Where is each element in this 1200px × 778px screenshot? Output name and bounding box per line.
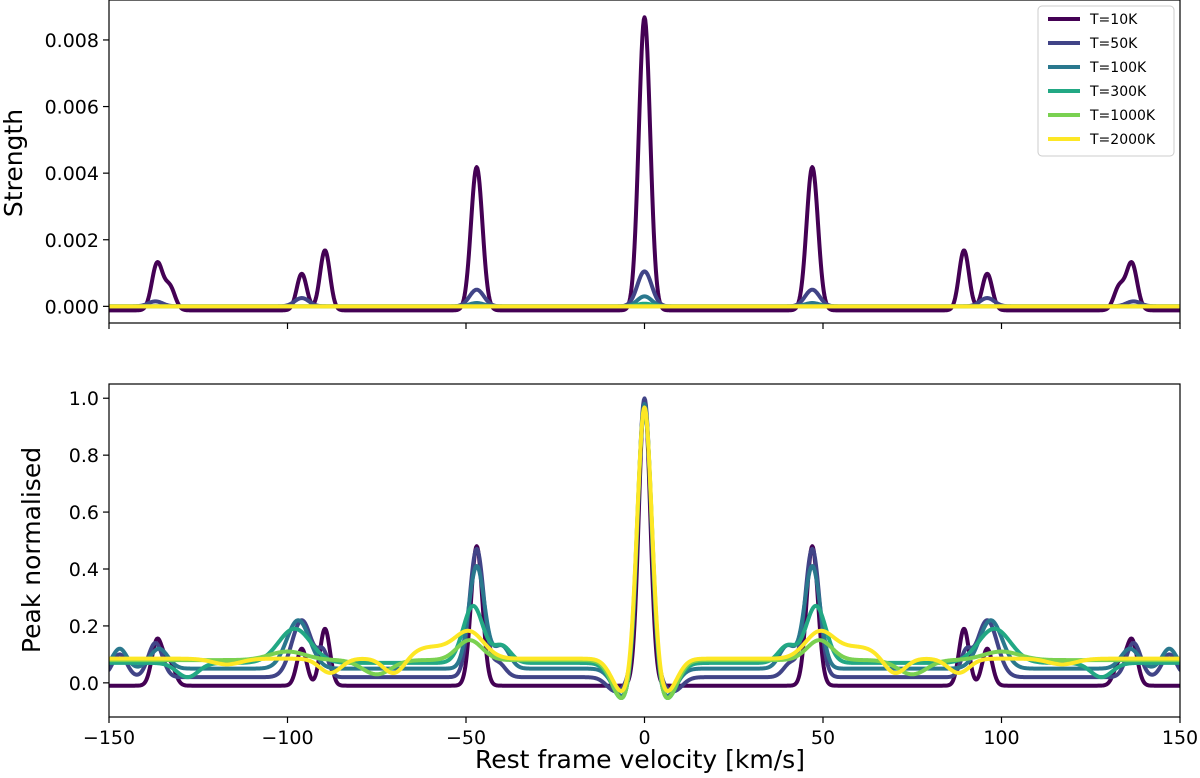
bottom-y-tick-label: 1.0: [69, 388, 99, 410]
bottom-y-ticks: 0.0 0.2 0.4 0.6 0.8 1.0: [69, 388, 109, 695]
legend-label: T=100K: [1089, 60, 1147, 76]
top-panel: 0.000 0.002 0.004 0.006 0.008 Strength T=10K…: [0, 0, 1181, 329]
bottom-x-tick-label: −150: [83, 727, 135, 749]
bottom-x-ticks: −150 −100 −50 0 50 100 150: [83, 717, 1198, 749]
legend: T=10K T=50K T=100K T=300K T=1000K T=2000K: [1037, 5, 1175, 157]
bottom-x-tick-label: 50: [811, 727, 835, 749]
top-series-lines: [109, 15, 1180, 313]
bottom-series-line-t1000k: [109, 407, 1180, 701]
bottom-series-lines: [109, 396, 1180, 701]
legend-label: T=2000K: [1089, 132, 1156, 148]
top-series-line-t10k: [109, 15, 1180, 313]
x-axis-label: Rest frame velocity [km/s]: [475, 745, 805, 774]
bottom-y-tick-label: 0.6: [69, 502, 99, 524]
legend-items: T=10K T=50K T=100K T=300K T=1000K T=2000K: [1048, 12, 1156, 148]
top-y-tick-label: 0.002: [45, 230, 99, 252]
top-series-line-t50k: [109, 269, 1180, 309]
top-y-tick-label: 0.000: [45, 296, 99, 318]
bottom-y-tick-label: 0.4: [69, 559, 99, 581]
bottom-x-tick-label: 0: [638, 727, 650, 749]
legend-label: T=300K: [1089, 84, 1147, 100]
top-axes-frame: [108, 0, 1181, 324]
bottom-y-tick-label: 0.8: [69, 445, 99, 467]
bottom-series-line-t2000k: [109, 405, 1180, 694]
legend-label: T=1000K: [1089, 108, 1156, 124]
top-y-ticks: 0.000 0.002 0.004 0.006 0.008: [45, 30, 109, 318]
top-y-tick-label: 0.008: [45, 30, 99, 52]
bottom-x-tick-label: −100: [261, 727, 313, 749]
bottom-y-tick-label: 0.0: [69, 673, 99, 695]
top-y-tick-label: 0.004: [45, 163, 99, 185]
bottom-y-axis-label: Peak normalised: [17, 447, 46, 653]
top-y-tick-label: 0.006: [45, 97, 99, 119]
bottom-x-tick-label: −50: [446, 727, 486, 749]
bottom-panel: 0.00.20.40.60.81.0 −150 −100 −50 0 50 100 150 …: [17, 383, 1198, 774]
bottom-y-tick-label: 0.2: [69, 616, 99, 638]
legend-label: T=10K: [1089, 12, 1138, 28]
top-y-axis-label: Strength: [0, 109, 28, 217]
legend-label: T=50K: [1089, 36, 1138, 52]
bottom-x-tick-label: 150: [1162, 727, 1198, 749]
bottom-series-line-t50k: [109, 396, 1180, 694]
bottom-series-line-t100k: [109, 401, 1180, 698]
bottom-x-tick-label: 100: [983, 727, 1019, 749]
top-x-ticks: [108, 323, 1181, 329]
bottom-series-line-t10k: [109, 399, 1180, 688]
